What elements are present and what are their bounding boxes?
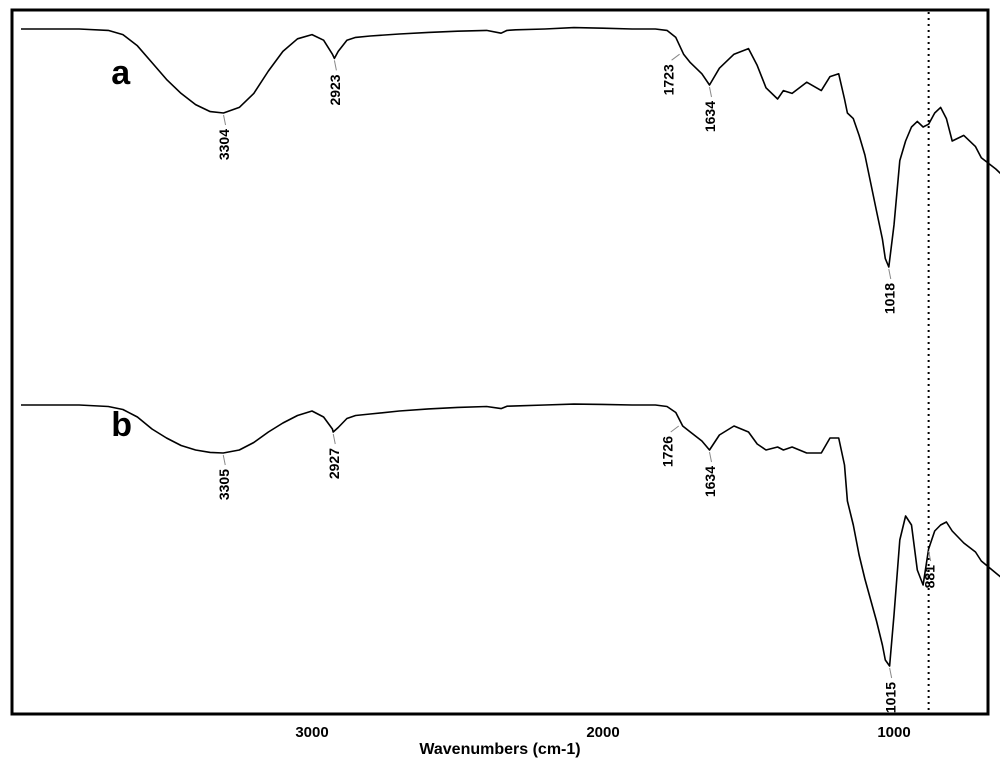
peak-label: 3304 [216, 129, 232, 160]
peak-leader [333, 60, 337, 71]
peak-label: 1018 [882, 283, 898, 314]
peak-label-layer: 3304 2923 1723 1634 1018 3305 2927 1726 1634 1015… [216, 53, 937, 713]
peak-label: 1723 [660, 64, 676, 95]
peak-leader [670, 425, 680, 433]
peak-label: 1634 [702, 466, 718, 497]
peak-label: 1634 [702, 101, 718, 132]
peak-label: 2927 [326, 448, 342, 479]
peak-label: 881 [921, 565, 937, 589]
x-tick-label: 2000 [586, 724, 619, 741]
peak-leader [332, 433, 336, 445]
x-axis-title: Wavenumbers (cm-1) [419, 741, 580, 758]
spectrum-line-a [21, 26, 1000, 268]
peak-leader [222, 454, 226, 466]
spectrum-line-b [21, 403, 1000, 667]
peak-label: 1015 [882, 682, 898, 713]
x-axis-ticks: 3000 2000 1000 [295, 724, 910, 741]
x-tick-label: 3000 [295, 724, 328, 741]
peak-label: 1726 [659, 436, 675, 467]
series-layer: ab [21, 12, 1000, 712]
plot-frame [10, 8, 990, 716]
panel-label-b: b [111, 406, 132, 444]
peak-leader [709, 86, 712, 98]
peak-leader [888, 268, 892, 280]
panel-label-a: a [111, 54, 131, 92]
peak-leader [889, 667, 893, 679]
peak-leader [709, 451, 712, 463]
x-tick-label: 1000 [877, 724, 910, 741]
peak-label: 3305 [216, 469, 232, 500]
peak-leader [671, 53, 680, 61]
peak-leader [928, 550, 932, 562]
peak-leader [223, 114, 227, 126]
peak-label: 2923 [327, 74, 343, 105]
